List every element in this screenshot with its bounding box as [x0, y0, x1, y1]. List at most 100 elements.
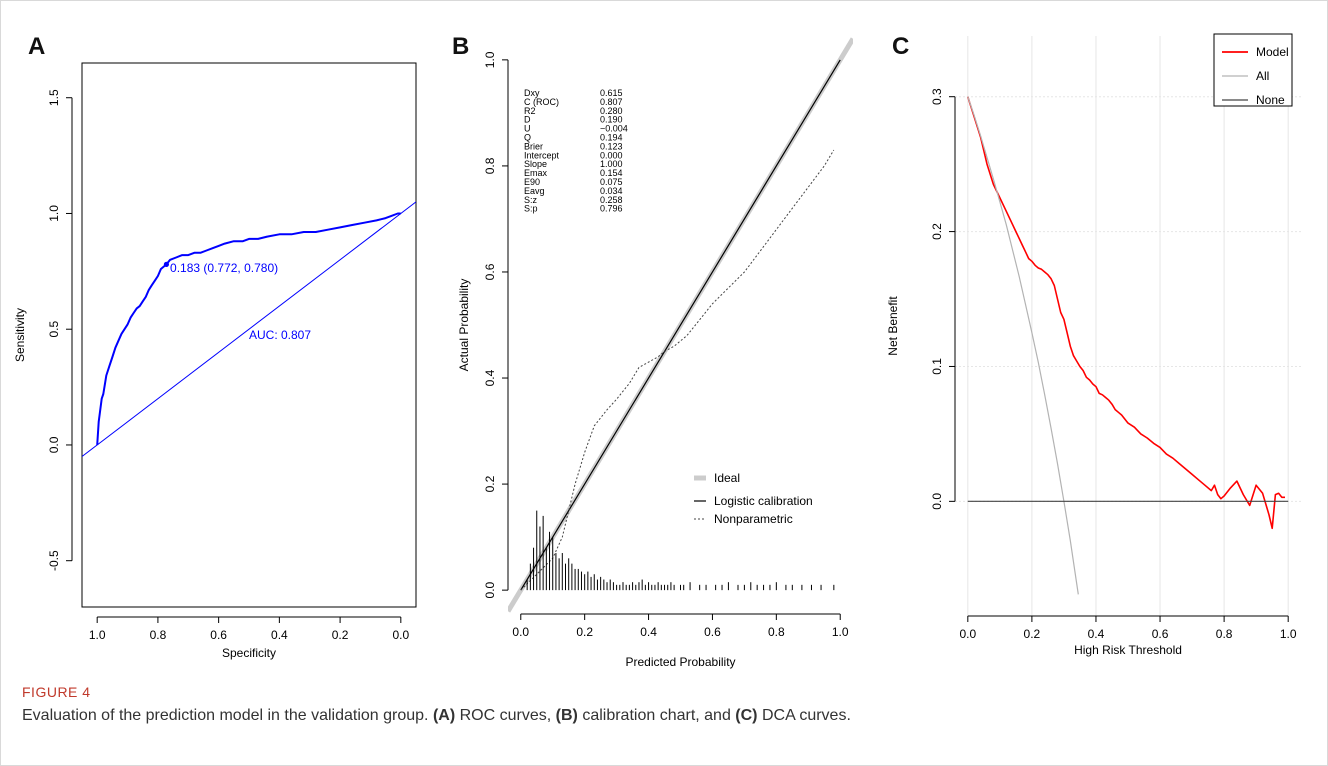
x-tick-label: 0.2 [1024, 627, 1041, 641]
stat-value: 0.123 [600, 141, 623, 151]
y-tick-label: 0.4 [483, 369, 497, 386]
y-tick-label: 0.1 [930, 358, 944, 375]
stat-value: 0.194 [600, 133, 623, 143]
stat-label: Q [524, 133, 531, 143]
caption-b-tag: (B) [555, 707, 578, 724]
stat-value: 1.000 [600, 159, 623, 169]
stat-value: 0.796 [600, 204, 623, 214]
stat-value: 0.807 [600, 97, 623, 107]
figure-label: FIGURE 4 [22, 684, 91, 700]
y-tick-label: 0.3 [930, 88, 944, 105]
stat-label: Eavg [524, 186, 545, 196]
x-tick-label: 0.0 [512, 625, 529, 639]
stat-label: U [524, 124, 531, 134]
legend-box [1213, 33, 1293, 107]
caption-b-text: calibration chart, and [582, 707, 731, 724]
x-tick-label: 0.8 [768, 625, 785, 639]
stat-label: S:p [524, 204, 538, 214]
y-axis-title: Sensitivity [13, 308, 27, 362]
stat-value: 0.258 [600, 195, 623, 205]
y-tick-label: 0.5 [47, 321, 61, 338]
legend-label: Ideal [714, 471, 740, 485]
legend-label: Model [1256, 45, 1289, 59]
caption-a-text: ROC curves, [459, 707, 552, 724]
panel-c-letter: C [892, 33, 909, 60]
stat-value: 0.615 [600, 88, 623, 98]
y-axis-title: Net Benefit [886, 296, 900, 356]
legend-label: None [1256, 93, 1285, 107]
x-tick-label: 0.0 [392, 628, 409, 642]
legend-label: Nonparametric [714, 512, 793, 526]
calibration-legend: Ideal Logistic calibration Nonparametric [694, 471, 813, 526]
legend-label: Logistic calibration [714, 494, 813, 508]
x-tick-label: 0.8 [1216, 627, 1233, 641]
x-tick-label: 0.2 [332, 628, 349, 642]
x-axis-title: Predicted Probability [625, 655, 735, 669]
stat-value: 0.190 [600, 115, 623, 125]
stat-label: C (ROC) [524, 97, 559, 107]
stat-value: 0.034 [600, 186, 623, 196]
x-tick-label: 0.6 [704, 625, 721, 639]
stat-label: Emax [524, 168, 548, 178]
x-tick-label: 0.6 [1152, 627, 1169, 641]
stat-label: R2 [524, 106, 536, 116]
dca-series-model [967, 96, 1285, 530]
x-tick-label: 0.8 [150, 628, 167, 642]
stat-label: Dxy [524, 88, 540, 98]
caption-c-tag: (C) [735, 707, 758, 724]
dca-legend: Model All None [1213, 33, 1293, 107]
calibration-series-2 [520, 149, 835, 591]
x-tick-label: 1.0 [89, 628, 106, 642]
legend-label: All [1256, 69, 1269, 83]
panel-b-letter: B [452, 33, 469, 60]
y-tick-label: -0.5 [47, 550, 61, 571]
stat-label: Brier [524, 141, 543, 151]
stat-value: 0.280 [600, 106, 623, 116]
panel-b-calibration-chart: B 0.0 0.2 0.4 0.6 0.8 1.0 0.0 0.2 0.4 0.6 0.8 1.0 Pr… [452, 33, 853, 669]
dca-series-all [967, 96, 1079, 595]
y-tick-label: 0.2 [930, 223, 944, 240]
figure-caption: FIGURE 4 Evaluation of the prediction mo… [22, 684, 1312, 725]
panel-c-dca-chart: C 0.0 0.2 0.4 0.6 0.8 1.0 0.0 0.1 0.2 0.3 High Ris… [886, 33, 1301, 657]
x-tick-label: 0.2 [576, 625, 593, 639]
stat-value: 0.000 [600, 150, 623, 160]
y-axis-title: Actual Probability [457, 279, 471, 372]
x-tick-label: 0.6 [210, 628, 227, 642]
y-tick-label: 0.0 [483, 581, 497, 598]
stat-value: 0.154 [600, 168, 623, 178]
caption-lead: Evaluation of the prediction model in th… [22, 707, 429, 724]
stat-label: S:z [524, 195, 538, 205]
x-tick-label: 1.0 [1280, 627, 1297, 641]
roc-annotation: AUC: 0.807 [249, 328, 311, 342]
y-tick-label: 1.5 [47, 89, 61, 106]
stat-value: 0.075 [600, 177, 623, 187]
y-tick-label: 1.0 [47, 205, 61, 222]
x-tick-label: 1.0 [832, 625, 849, 639]
y-tick-label: 0.6 [483, 263, 497, 280]
roc-curve [96, 212, 401, 446]
y-tick-label: 0.2 [483, 475, 497, 492]
figure-caption-text: Evaluation of the prediction model in th… [22, 707, 1312, 725]
y-tick-label: 0.0 [930, 493, 944, 510]
x-tick-label: 0.0 [959, 627, 976, 641]
roc-reference-line [82, 201, 416, 457]
caption-c-text: DCA curves. [761, 707, 851, 724]
y-tick-label: 0.0 [47, 436, 61, 453]
stat-label: E90 [524, 177, 540, 187]
plot-frame [81, 62, 417, 608]
calibration-series-1 [520, 59, 841, 591]
x-axis-title: High Risk Threshold [1074, 643, 1182, 657]
stat-label: Intercept [524, 150, 560, 160]
panel-a-letter: A [28, 33, 45, 60]
stat-label: D [524, 115, 531, 125]
x-tick-label: 0.4 [271, 628, 288, 642]
y-tick-label: 0.8 [483, 157, 497, 174]
stat-value: −0.004 [600, 124, 628, 134]
stat-label: Slope [524, 159, 547, 169]
x-tick-label: 0.4 [640, 625, 657, 639]
roc-cutoff-point [163, 261, 170, 267]
x-axis-title: Specificity [222, 646, 276, 660]
x-tick-label: 0.4 [1088, 627, 1105, 641]
panel-a-roc-chart: A 1.0 0.8 0.6 0.4 0.2 0.0 -0.5 0.0 0.5 1.0 1.5 Spec… [13, 33, 417, 660]
